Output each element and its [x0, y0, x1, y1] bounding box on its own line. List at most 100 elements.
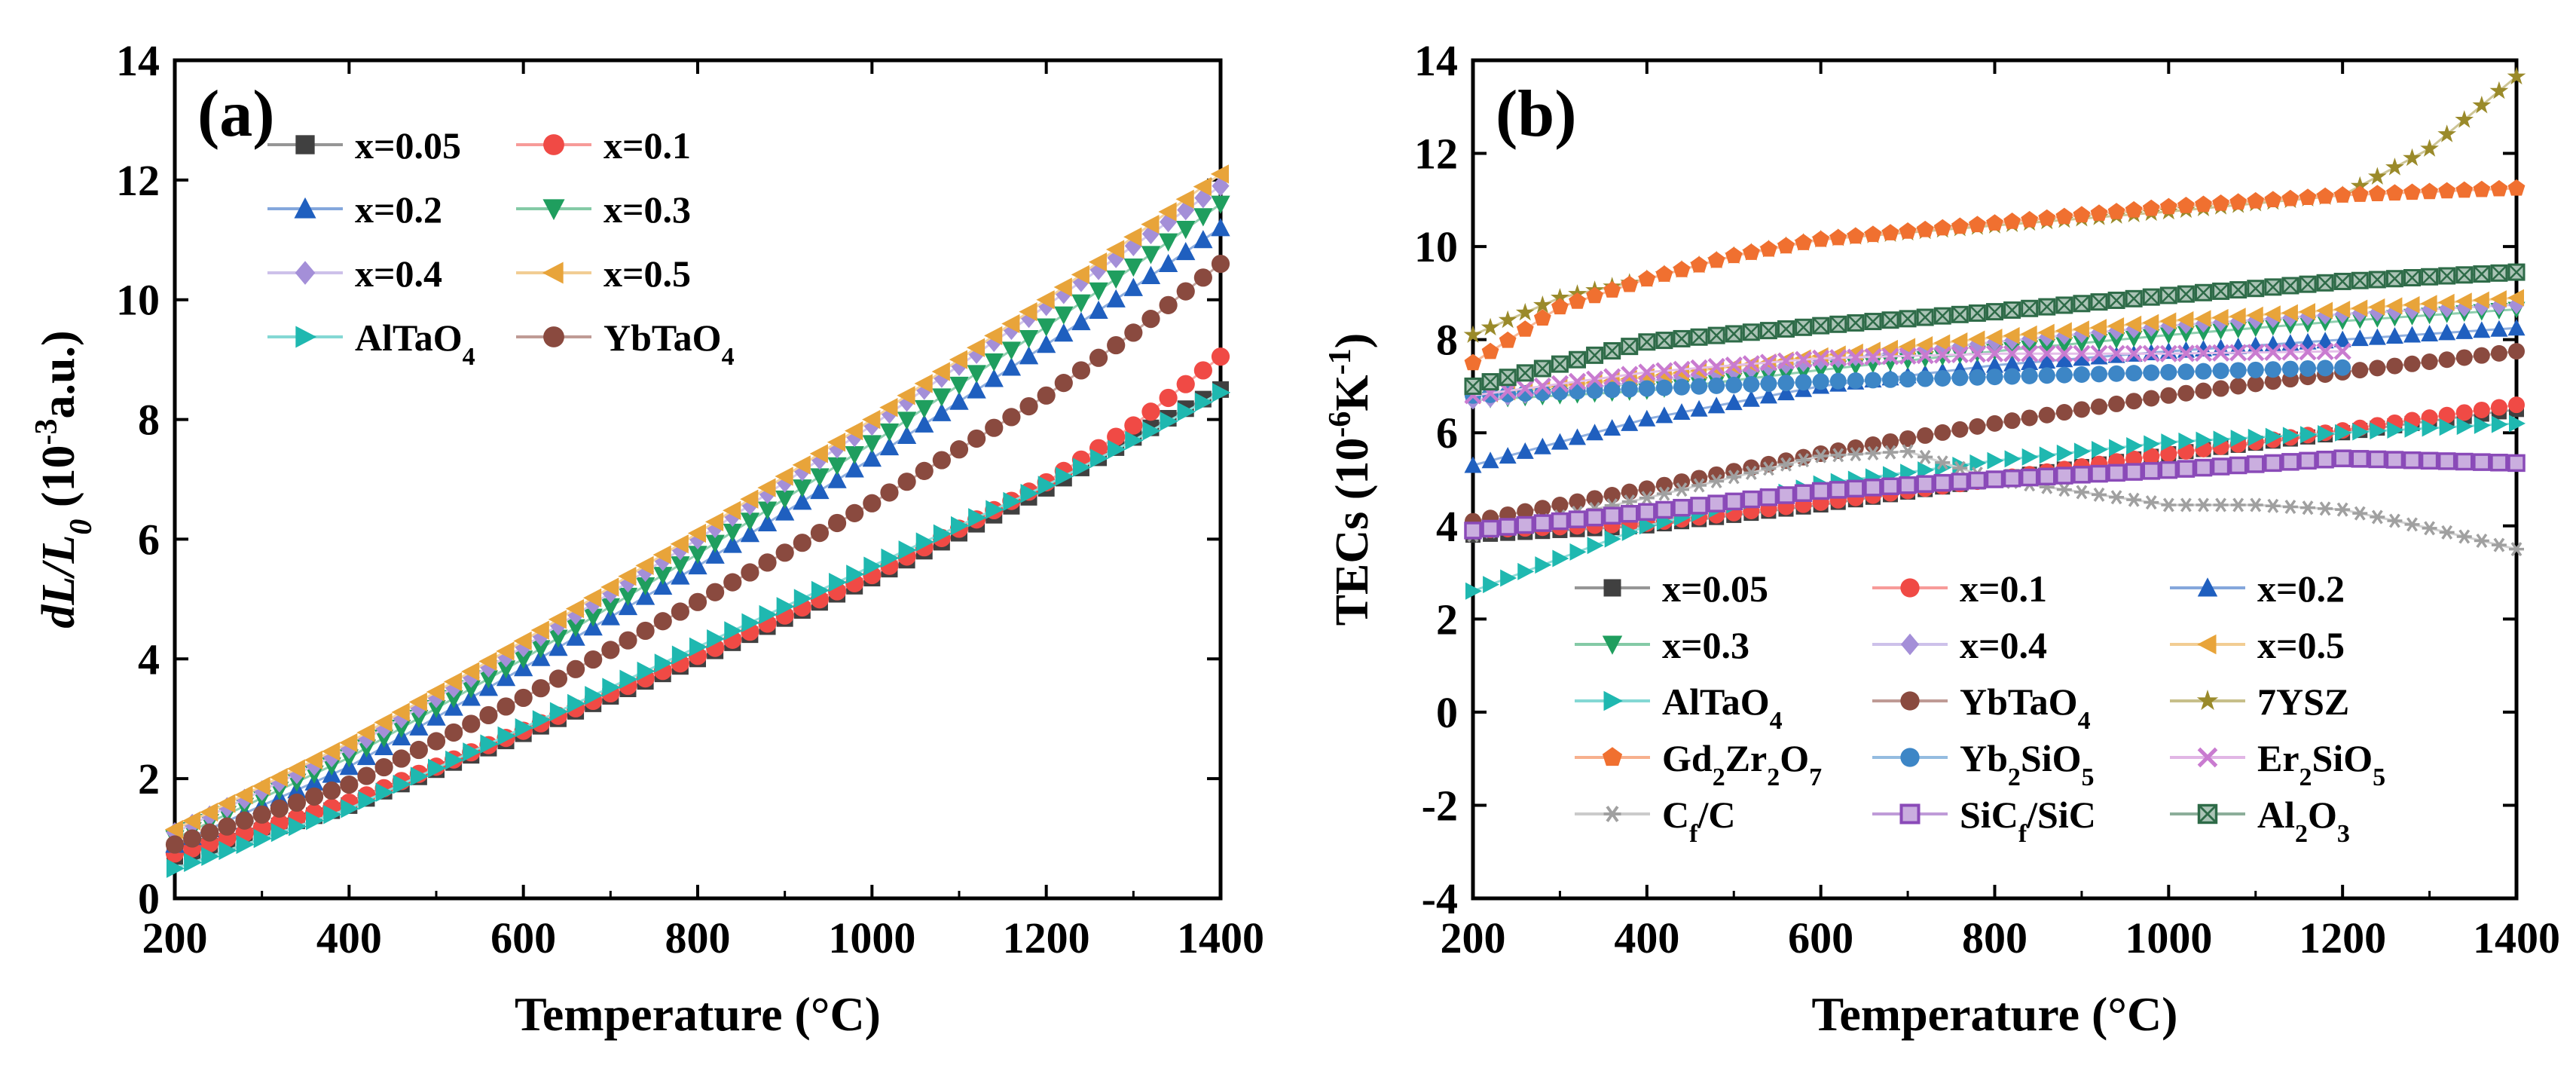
data-point — [2160, 445, 2177, 463]
data-point — [1969, 418, 1986, 435]
data-point — [1194, 392, 1214, 412]
data-point — [1123, 277, 1143, 296]
data-point — [549, 669, 568, 688]
data-point — [2020, 468, 2039, 487]
data-point — [600, 577, 619, 597]
data-point — [1037, 335, 1056, 353]
series-ybtao — [165, 254, 1230, 854]
data-point — [478, 670, 499, 689]
data-point — [1864, 225, 1882, 243]
data-point — [2385, 158, 2404, 176]
data-point — [1986, 415, 2003, 432]
data-point — [1569, 543, 1587, 561]
data-point — [968, 508, 987, 528]
data-point — [1743, 375, 1760, 393]
data-point — [2091, 398, 2107, 415]
x-tick-label: 1000 — [2125, 913, 2212, 962]
data-point — [2385, 270, 2403, 288]
data-point — [2161, 497, 2177, 512]
data-point — [1638, 480, 1655, 497]
data-point — [1500, 569, 1517, 587]
data-point — [880, 483, 899, 502]
data-point — [2229, 378, 2247, 395]
data-point — [653, 612, 672, 631]
data-point — [2299, 275, 2317, 293]
data-point — [2003, 470, 2021, 488]
data-point — [1159, 295, 1178, 314]
data-point — [1690, 399, 1708, 417]
data-point — [358, 791, 377, 810]
data-point — [1586, 286, 1603, 304]
data-point — [845, 421, 863, 441]
data-point — [1463, 325, 1483, 344]
data-point — [2437, 124, 2457, 142]
data-point — [2073, 344, 2091, 363]
data-point — [2055, 322, 2072, 340]
data-point — [897, 386, 915, 405]
data-point — [1986, 369, 2003, 386]
data-point — [845, 503, 864, 522]
data-point — [1159, 388, 1178, 408]
data-point — [2333, 186, 2351, 203]
data-point — [2422, 521, 2437, 536]
data-point — [304, 750, 323, 770]
data-point — [1621, 275, 1639, 292]
data-point — [689, 637, 708, 657]
data-point — [2351, 450, 2369, 468]
legend-entry: x=0.1 — [1872, 568, 2047, 610]
series-c — [1465, 444, 2524, 557]
data-point — [1899, 476, 1917, 494]
data-point — [2178, 432, 2196, 450]
data-point — [269, 767, 288, 788]
data-point — [2038, 467, 2056, 486]
x-tick-label: 600 — [1788, 913, 1853, 962]
data-point — [270, 799, 289, 818]
data-point — [2351, 299, 2368, 317]
data-point — [862, 435, 882, 454]
y-tick-label: 6 — [1436, 408, 1458, 457]
data-point — [1708, 377, 1725, 394]
data-point — [1054, 374, 1073, 393]
data-point — [949, 376, 969, 396]
data-point — [1499, 369, 1517, 387]
data-point — [985, 500, 1004, 519]
data-point — [531, 679, 550, 698]
data-point — [2021, 353, 2039, 370]
legend-entry: Gd2Zr2O7 — [1575, 737, 1822, 791]
data-point — [323, 805, 342, 825]
data-point — [2281, 189, 2299, 207]
data-point — [2177, 344, 2196, 363]
data-point — [1951, 473, 1969, 491]
data-point — [2073, 349, 2091, 366]
data-point — [2368, 328, 2386, 345]
data-point — [1935, 455, 1951, 470]
data-point — [1673, 360, 1691, 378]
data-point — [845, 446, 864, 465]
data-point — [775, 490, 795, 509]
data-point — [1847, 479, 1865, 498]
data-point — [2248, 428, 2265, 446]
data-point — [2230, 430, 2248, 448]
legend-label: SiCf/SiC — [1960, 794, 2096, 848]
data-point — [1053, 277, 1072, 297]
data-point — [1742, 355, 1760, 373]
data-point — [1812, 317, 1830, 335]
data-point — [1708, 466, 1725, 483]
data-point — [706, 583, 725, 601]
data-point — [2039, 446, 2056, 464]
data-point — [2333, 342, 2351, 360]
data-point — [2003, 412, 2021, 430]
data-point — [1917, 461, 1935, 479]
data-point — [1464, 456, 1482, 473]
data-point — [235, 811, 254, 830]
data-point — [1777, 375, 1795, 392]
data-point — [2420, 451, 2439, 470]
data-point — [1465, 582, 1482, 600]
data-point — [1933, 473, 1951, 492]
data-point — [1141, 214, 1160, 234]
data-point — [2125, 289, 2143, 307]
data-point — [863, 556, 882, 576]
data-point — [1795, 374, 1812, 391]
data-point — [1865, 445, 1881, 460]
data-point — [757, 501, 778, 520]
